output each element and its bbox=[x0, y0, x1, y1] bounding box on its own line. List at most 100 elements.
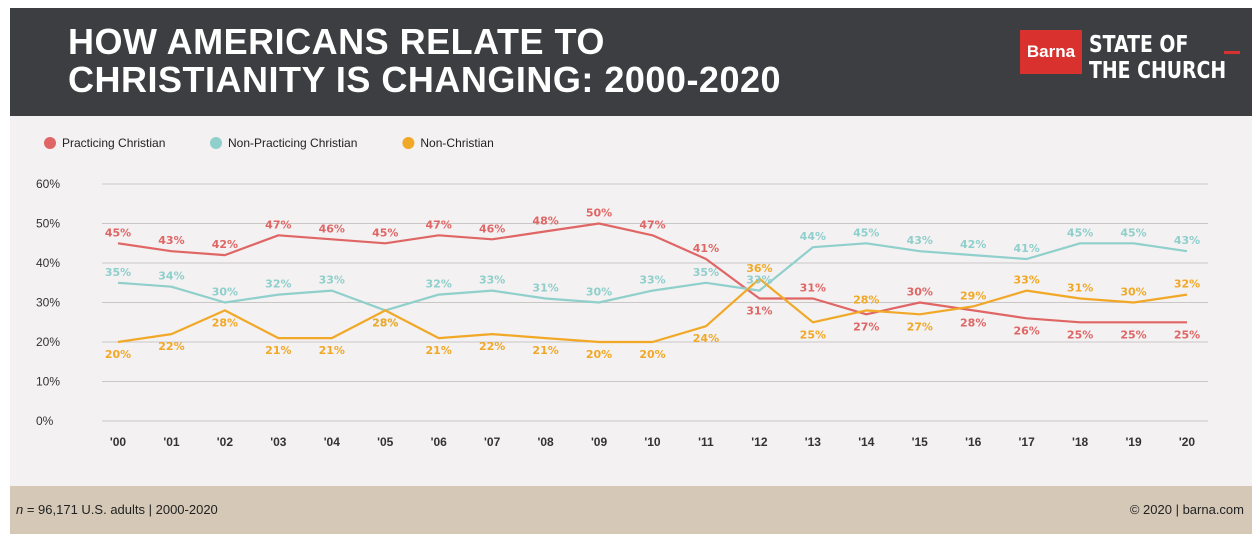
data-label: 28% bbox=[372, 316, 398, 329]
data-label: 44% bbox=[800, 230, 826, 243]
series-line bbox=[117, 277, 1188, 344]
barna-logo-text: Barna bbox=[1026, 42, 1076, 61]
brand-line-2: THE CHURCH bbox=[1089, 58, 1227, 84]
data-label: 20% bbox=[639, 348, 665, 361]
y-tick-label: 40% bbox=[36, 256, 60, 270]
x-tick-label: '03 bbox=[270, 435, 287, 449]
y-tick-label: 30% bbox=[36, 296, 60, 310]
legend-marker bbox=[402, 137, 415, 149]
x-tick-label: '09 bbox=[591, 435, 608, 449]
line-chart: 0% 10% 20% 30% 40% 50% 60% '00 '01 '02 '03 '04 '05 '0… bbox=[36, 136, 1208, 449]
data-label: 28% bbox=[853, 293, 879, 306]
y-tick-label: 50% bbox=[36, 217, 60, 231]
data-label: 28% bbox=[372, 316, 398, 329]
data-label: 50% bbox=[586, 207, 612, 220]
legend-marker bbox=[210, 137, 222, 149]
data-label: 48% bbox=[532, 214, 558, 227]
data-label: 20% bbox=[586, 348, 612, 361]
x-tick-label: '05 bbox=[377, 435, 394, 449]
data-label: 47% bbox=[426, 218, 452, 231]
data-label: 25% bbox=[1120, 328, 1146, 341]
data-label: 36% bbox=[746, 262, 772, 275]
x-tick-label: '18 bbox=[1072, 435, 1089, 449]
data-label: 21% bbox=[319, 344, 345, 357]
x-tick-label: '01 bbox=[163, 435, 180, 449]
data-label: 25% bbox=[800, 328, 826, 341]
data-label: 46% bbox=[319, 222, 345, 235]
data-label: 29% bbox=[960, 289, 986, 302]
copyright-note: © 2020 | barna.com bbox=[1129, 502, 1244, 517]
data-label: 45% bbox=[1067, 226, 1093, 239]
x-tick-label: '06 bbox=[431, 435, 448, 449]
data-label: 43% bbox=[158, 234, 184, 247]
data-label: 43% bbox=[1174, 234, 1200, 247]
data-label: 32% bbox=[426, 278, 452, 291]
x-tick-label: '19 bbox=[1125, 435, 1142, 449]
data-label: 32% bbox=[1174, 278, 1200, 291]
x-tick-label: '17 bbox=[1019, 435, 1036, 449]
series-line bbox=[117, 242, 1188, 312]
data-label: 45% bbox=[372, 226, 398, 239]
data-label: 30% bbox=[212, 286, 238, 299]
series-line bbox=[117, 222, 1187, 324]
data-label: 30% bbox=[907, 286, 933, 299]
data-label: 45% bbox=[105, 226, 131, 239]
x-tick-label: '20 bbox=[1179, 435, 1196, 449]
y-tick-label: 20% bbox=[36, 335, 60, 349]
sample-size-text: = 96,171 U.S. adults | 2000-2020 bbox=[23, 502, 218, 517]
header-banner: HOW AMERICANS RELATE TO CHRISTIANITY IS … bbox=[10, 8, 1252, 116]
chart-title-line-1: HOW AMERICANS RELATE TO bbox=[68, 21, 605, 62]
data-label: 41% bbox=[693, 242, 719, 255]
data-label: 28% bbox=[212, 316, 238, 329]
data-label: 31% bbox=[800, 282, 826, 295]
data-label: 33% bbox=[479, 274, 505, 287]
data-label: 41% bbox=[1013, 242, 1039, 255]
data-label: 35% bbox=[693, 266, 719, 279]
barna-logo: Barna bbox=[1020, 30, 1082, 74]
data-label: 33% bbox=[1013, 274, 1039, 287]
data-label: 24% bbox=[693, 332, 719, 345]
data-label: 46% bbox=[479, 222, 505, 235]
data-label: 21% bbox=[426, 344, 452, 357]
x-tick-label: '11 bbox=[698, 435, 714, 449]
data-label: 27% bbox=[853, 320, 879, 333]
data-label: 21% bbox=[532, 344, 558, 357]
data-label: 33% bbox=[639, 274, 665, 287]
legend-marker bbox=[44, 137, 56, 149]
data-label: 32% bbox=[265, 278, 291, 291]
chart-area: 0% 10% 20% 30% 40% 50% 60% '00 '01 '02 '03 '04 '05 '0… bbox=[10, 116, 1252, 486]
brand-line-1: STATE OF bbox=[1089, 32, 1189, 58]
footer-bar: n = 96,171 U.S. adults | 2000-2020 © 202… bbox=[10, 486, 1252, 534]
data-label: 33% bbox=[319, 274, 345, 287]
x-tick-label: '02 bbox=[217, 435, 234, 449]
data-label: 42% bbox=[960, 238, 986, 251]
data-label: 42% bbox=[212, 238, 238, 251]
x-tick-label: '08 bbox=[537, 435, 554, 449]
data-label: 21% bbox=[265, 344, 291, 357]
data-label: 31% bbox=[746, 305, 772, 318]
data-label: 47% bbox=[639, 218, 665, 231]
data-label: 27% bbox=[907, 320, 933, 333]
data-label: 33% bbox=[746, 274, 772, 287]
data-label: 31% bbox=[1067, 282, 1093, 295]
legend-label: Non-Christian bbox=[420, 136, 493, 150]
y-tick-label: 10% bbox=[36, 375, 60, 389]
data-label: 43% bbox=[907, 234, 933, 247]
x-tick-label: '12 bbox=[751, 435, 768, 449]
data-label: 20% bbox=[105, 348, 131, 361]
data-label: 30% bbox=[586, 286, 612, 299]
sample-size-symbol: n bbox=[16, 502, 24, 517]
x-tick-label: '04 bbox=[324, 435, 341, 449]
legend-label: Practicing Christian bbox=[62, 136, 165, 150]
brand-accent-line bbox=[1224, 51, 1240, 54]
data-label: 26% bbox=[1013, 324, 1039, 337]
x-tick-label: '07 bbox=[484, 435, 501, 449]
legend-label: Non-Practicing Christian bbox=[228, 136, 357, 150]
x-tick-label: '14 bbox=[858, 435, 875, 449]
x-tick-label: '10 bbox=[644, 435, 661, 449]
x-tick-label: '15 bbox=[912, 435, 929, 449]
data-label: 45% bbox=[853, 226, 879, 239]
data-label: 30% bbox=[1120, 286, 1146, 299]
data-label: 31% bbox=[532, 282, 558, 295]
data-label: 25% bbox=[1067, 328, 1093, 341]
